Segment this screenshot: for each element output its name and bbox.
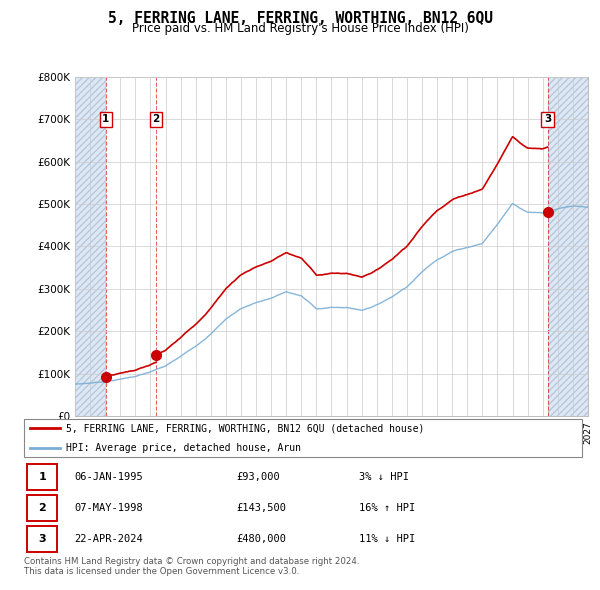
Bar [548, 77, 588, 416]
FancyBboxPatch shape [24, 419, 582, 457]
Text: 16% ↑ HPI: 16% ↑ HPI [359, 503, 415, 513]
Text: 06-JAN-1995: 06-JAN-1995 [74, 473, 143, 482]
Text: 3% ↓ HPI: 3% ↓ HPI [359, 473, 409, 482]
Text: 22-APR-2024: 22-APR-2024 [74, 534, 143, 543]
Text: 1: 1 [38, 473, 46, 482]
Text: 2: 2 [38, 503, 46, 513]
Text: £93,000: £93,000 [236, 473, 280, 482]
Bar [75, 77, 106, 416]
Text: 5, FERRING LANE, FERRING, WORTHING, BN12 6QU: 5, FERRING LANE, FERRING, WORTHING, BN12… [107, 11, 493, 25]
Bar [75, 77, 106, 416]
Text: Price paid vs. HM Land Registry's House Price Index (HPI): Price paid vs. HM Land Registry's House … [131, 22, 469, 35]
Bar [548, 77, 588, 416]
Text: Contains HM Land Registry data © Crown copyright and database right 2024.
This d: Contains HM Land Registry data © Crown c… [24, 557, 359, 576]
Text: HPI: Average price, detached house, Arun: HPI: Average price, detached house, Arun [66, 442, 301, 453]
Text: £143,500: £143,500 [236, 503, 286, 513]
FancyBboxPatch shape [27, 526, 58, 552]
Text: 2: 2 [152, 114, 160, 124]
Text: 3: 3 [544, 114, 551, 124]
Text: 5, FERRING LANE, FERRING, WORTHING, BN12 6QU (detached house): 5, FERRING LANE, FERRING, WORTHING, BN12… [66, 424, 424, 434]
FancyBboxPatch shape [27, 464, 58, 490]
FancyBboxPatch shape [27, 495, 58, 521]
Text: 1: 1 [102, 114, 109, 124]
Text: 11% ↓ HPI: 11% ↓ HPI [359, 534, 415, 543]
Text: £480,000: £480,000 [236, 534, 286, 543]
Text: 3: 3 [38, 534, 46, 543]
Text: 07-MAY-1998: 07-MAY-1998 [74, 503, 143, 513]
